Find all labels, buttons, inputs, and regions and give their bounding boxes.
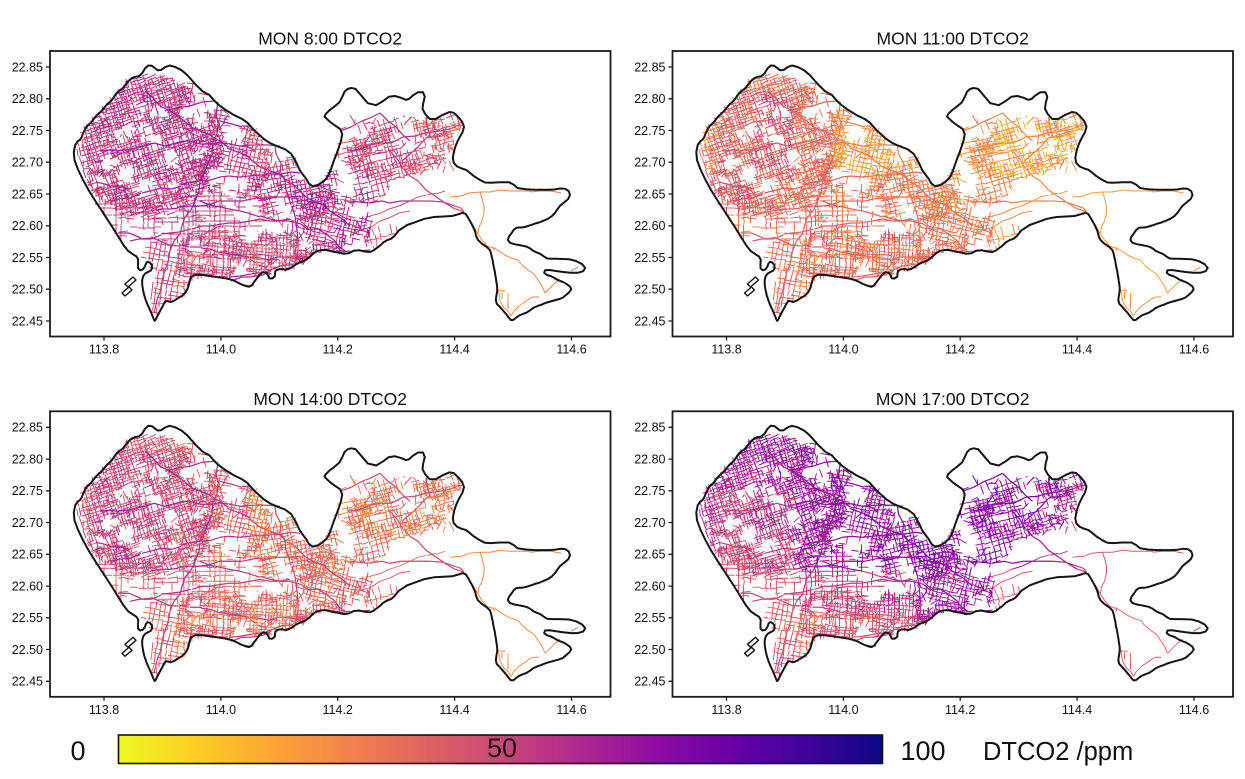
svg-text:114.2: 114.2 — [945, 703, 975, 717]
svg-text:113.8: 113.8 — [711, 343, 741, 357]
svg-text:114.2: 114.2 — [323, 703, 353, 717]
svg-text:22.65: 22.65 — [12, 187, 43, 201]
svg-text:22.60: 22.60 — [12, 219, 43, 233]
svg-text:22.45: 22.45 — [634, 314, 665, 328]
svg-text:22.70: 22.70 — [634, 516, 665, 530]
svg-text:22.50: 22.50 — [634, 643, 665, 657]
svg-text:22.75: 22.75 — [634, 124, 665, 138]
svg-text:22.45: 22.45 — [12, 314, 43, 328]
svg-text:22.75: 22.75 — [12, 484, 43, 498]
svg-text:22.55: 22.55 — [12, 251, 43, 265]
svg-text:113.8: 113.8 — [89, 703, 119, 717]
svg-text:114.0: 114.0 — [206, 703, 236, 717]
svg-text:114.2: 114.2 — [945, 343, 975, 357]
svg-text:MON 17:00 DTCO2: MON 17:00 DTCO2 — [876, 389, 1030, 409]
svg-text:MON 8:00 DTCO2: MON 8:00 DTCO2 — [258, 29, 402, 49]
svg-text:MON 11:00 DTCO2: MON 11:00 DTCO2 — [877, 29, 1029, 49]
svg-text:22.80: 22.80 — [634, 92, 665, 106]
svg-text:114.4: 114.4 — [439, 343, 469, 357]
svg-text:22.70: 22.70 — [12, 156, 43, 170]
svg-text:22.60: 22.60 — [634, 579, 665, 593]
svg-text:50: 50 — [487, 733, 517, 763]
svg-text:22.55: 22.55 — [12, 611, 43, 625]
svg-text:22.70: 22.70 — [12, 516, 43, 530]
svg-text:22.50: 22.50 — [12, 283, 43, 297]
svg-text:22.60: 22.60 — [12, 579, 43, 593]
svg-text:22.45: 22.45 — [12, 675, 43, 689]
svg-text:114.6: 114.6 — [1179, 703, 1209, 717]
svg-text:114.4: 114.4 — [1062, 343, 1092, 357]
svg-text:114.2: 114.2 — [323, 343, 353, 357]
svg-text:DTCO2 /ppm: DTCO2 /ppm — [983, 738, 1133, 766]
svg-text:114.4: 114.4 — [439, 703, 469, 717]
svg-text:114.6: 114.6 — [556, 343, 586, 357]
svg-text:22.50: 22.50 — [634, 283, 665, 297]
svg-text:114.4: 114.4 — [1062, 703, 1092, 717]
svg-text:22.45: 22.45 — [634, 675, 665, 689]
svg-text:100: 100 — [900, 736, 945, 766]
svg-text:MON 14:00 DTCO2: MON 14:00 DTCO2 — [253, 389, 407, 409]
svg-text:22.80: 22.80 — [634, 452, 665, 466]
svg-text:0: 0 — [70, 736, 85, 766]
svg-text:22.75: 22.75 — [12, 124, 43, 138]
svg-text:22.80: 22.80 — [12, 92, 43, 106]
svg-text:114.0: 114.0 — [206, 343, 236, 357]
svg-text:114.6: 114.6 — [556, 703, 586, 717]
svg-text:22.55: 22.55 — [634, 251, 665, 265]
svg-text:22.70: 22.70 — [634, 156, 665, 170]
svg-text:22.60: 22.60 — [634, 219, 665, 233]
svg-text:22.65: 22.65 — [634, 187, 665, 201]
svg-text:22.55: 22.55 — [634, 611, 665, 625]
svg-text:113.8: 113.8 — [89, 343, 119, 357]
svg-text:22.85: 22.85 — [12, 421, 43, 435]
svg-text:22.65: 22.65 — [12, 548, 43, 562]
svg-text:114.0: 114.0 — [828, 703, 858, 717]
svg-text:22.85: 22.85 — [634, 421, 665, 435]
svg-text:22.65: 22.65 — [634, 548, 665, 562]
svg-text:113.8: 113.8 — [711, 703, 741, 717]
svg-text:22.50: 22.50 — [12, 643, 43, 657]
svg-text:22.75: 22.75 — [634, 484, 665, 498]
svg-text:22.80: 22.80 — [12, 452, 43, 466]
svg-text:114.0: 114.0 — [828, 343, 858, 357]
svg-text:114.6: 114.6 — [1179, 343, 1209, 357]
svg-text:22.85: 22.85 — [634, 60, 665, 74]
svg-text:22.85: 22.85 — [12, 60, 43, 74]
